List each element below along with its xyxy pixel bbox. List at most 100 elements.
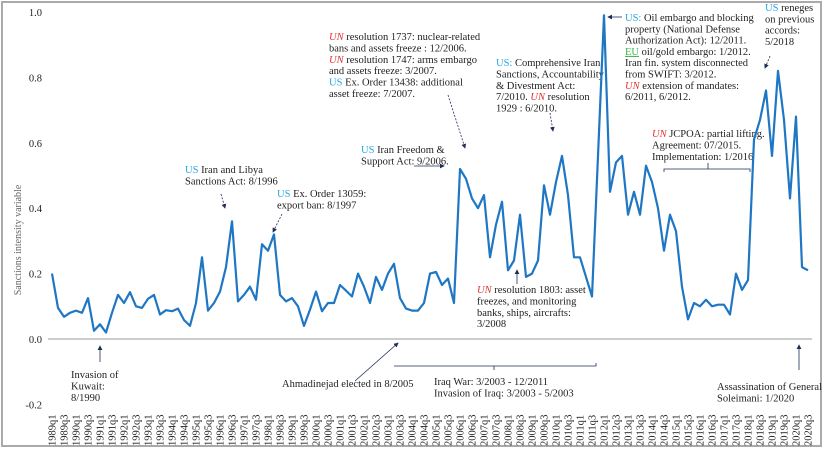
x-tick-label: 1992q3 (132, 415, 143, 447)
x-tick-label: 2020q1 (792, 415, 803, 447)
x-tick-label: 2018q3 (756, 415, 767, 447)
x-tick-label: 2009q1 (528, 415, 539, 447)
un-label: UN (625, 81, 641, 92)
annotation-text: Invasion of (71, 370, 119, 381)
annotation-us-reneges: accords: (765, 26, 800, 37)
bracket-iraq-war (394, 363, 597, 370)
x-tick-label: 1995q3 (204, 415, 215, 447)
annotation-text: and assets freeze: 3/2007. (329, 66, 437, 77)
x-tick-label: 2006q1 (456, 415, 467, 447)
us-label: US (329, 78, 343, 89)
annotation-us-oil: US: Oil embargo and blocking (625, 13, 754, 24)
arrow-us-13059 (272, 213, 283, 233)
x-tick-label: 2013q3 (636, 415, 647, 447)
annotation-kuwait: Kuwait: (71, 381, 105, 392)
arrow-ahmadinejad (354, 342, 399, 382)
x-tick-label: 2001q1 (336, 415, 347, 447)
annotation-jcpoa: Implementation: 1/2016 (652, 152, 753, 163)
arrow-us-cisada (549, 112, 555, 132)
annotation-us-13059: US Ex. Order 13059: (277, 189, 366, 200)
annotation-text: banks, ships, aircrafts: (477, 308, 571, 319)
annotation-us-13059: export ban: 8/1997 (277, 200, 356, 211)
annotation-us-oil: 6/2011, 6/2012. (625, 92, 691, 103)
annotation-text: property (National Defense (625, 24, 740, 35)
annotation-text: resolution 1747: arms embargo (344, 55, 477, 66)
x-tick-label: 2019q3 (780, 415, 791, 447)
y-tick-label: 0.8 (29, 73, 42, 84)
un-label: UN (530, 92, 546, 103)
annotation-us-oil: Authorization Act): 12/2011. (625, 36, 746, 47)
x-tick-label: 2014q1 (648, 415, 659, 447)
annotation-un-1737: UN resolution 1737: nuclear-related (329, 32, 481, 43)
un-label: UN (652, 129, 668, 140)
annotation-iraq: Iraq War: 3/2003 - 12/2011 (434, 377, 548, 388)
annotation-text: Iraq War: 3/2003 - 12/2011 (434, 377, 548, 388)
annotation-text: Iran fin. system disconnected (625, 58, 749, 69)
un-label: UN (477, 285, 493, 296)
annotation-text: resolution (545, 92, 590, 103)
x-tick-label: 2004q1 (408, 415, 419, 447)
x-tick-label: 2004q3 (420, 415, 431, 447)
annotation-text: 8/1990 (71, 393, 100, 404)
annotation-text: resolution 1737: nuclear-related (344, 32, 481, 43)
series (50, 14, 809, 334)
y-tick-label: 0.4 (29, 204, 43, 215)
annotation-us-cisada: 1929 : 6/2010. (496, 104, 557, 115)
y-ticks: 1.0 0.8 0.6 0.4 0.2 0.0 -0.2 (25, 8, 42, 411)
x-tick-label: 1989q1 (48, 415, 59, 447)
annotation-us-reneges: on previous (765, 14, 814, 25)
annotation-un-1803: 3/2008 (477, 319, 506, 330)
x-tick-label: 2000q1 (312, 415, 323, 447)
annotation-un-1803: UN resolution 1803: asset (477, 285, 586, 296)
annotation-text: Implementation: 1/2016 (652, 152, 753, 163)
x-tick-label: 1996q3 (228, 415, 239, 447)
x-tick-label: 1997q1 (240, 415, 251, 447)
annotation-un-1737: asset freeze: 7/2007. (329, 89, 415, 100)
x-tick-label: 2009q3 (540, 415, 551, 447)
annotation-text: Agreement: 07/2015. (652, 140, 741, 151)
annotation-text: Ex. Order 13059: (290, 189, 366, 200)
x-tick-label: 2013q1 (624, 415, 635, 447)
arrow-us-reneges (764, 55, 771, 69)
x-tick-label: 2017q1 (720, 415, 731, 447)
annotation-text: Oil embargo and blocking (641, 13, 754, 24)
y-tick-label: 0.2 (29, 270, 42, 281)
x-tick-label: 2010q3 (564, 415, 575, 447)
x-tick-label: 2019q1 (768, 415, 779, 447)
us-label: US (361, 145, 375, 156)
annotation-text: 6/2011, 6/2012. (625, 92, 691, 103)
x-tick-label: 1994q1 (168, 415, 179, 447)
y-axis-label: Sanctions intensity variable (13, 184, 24, 295)
annotation-soleimani: Assassination of General (717, 382, 822, 393)
annotation-text: Authorization Act): 12/2011. (625, 36, 746, 47)
annotation-text: JCPOA: partial lifting. (667, 129, 765, 140)
annotation-us-cisada: 7/2010. UN resolution (496, 92, 590, 103)
annotation-text: 5/2018 (765, 37, 794, 48)
x-tick-label: 2011q1 (576, 415, 587, 446)
x-tick-label: 2016q3 (708, 415, 719, 447)
arrow-us-ilsa (220, 193, 227, 209)
us-label: US (185, 165, 199, 176)
annotation-un-1803: freezes, and monitoring (477, 296, 577, 307)
annotation-text: Iran and Libya (198, 165, 263, 176)
annotation-text: from SWIFT: 3/2012. (625, 70, 716, 81)
y-tick-label: 0.6 (29, 139, 42, 150)
annotation-us-reneges: US reneges (765, 3, 813, 14)
annotation-us-ilsa: US Iran and Libya (185, 165, 263, 176)
x-tick-label: 2012q3 (612, 415, 623, 447)
x-tick-label: 2007q1 (480, 415, 491, 447)
x-tick-label: 1993q1 (144, 415, 155, 447)
annotation-kuwait: 8/1990 (71, 393, 100, 404)
annotation-un-1737: UN resolution 1747: arms embargo (329, 55, 477, 66)
x-tick-label: 1991q1 (96, 415, 107, 447)
x-tick-label: 1999q3 (300, 415, 311, 447)
annotation-soleimani: Soleimani: 1/2020 (717, 393, 794, 404)
annotation-text: oil/gold embargo: 1/2012. (639, 47, 751, 58)
annotation-text: resolution 1803: asset (492, 285, 586, 296)
annotation-text: bans and assets freeze : 12/2006. (329, 43, 467, 54)
annotation-us-ilsa: Sanctions Act: 8/1996 (185, 176, 278, 187)
x-tick-label: 2008q3 (516, 415, 527, 447)
annotation-iraq: Invasion of Iraq: 3/2003 - 5/2003 (434, 388, 574, 399)
